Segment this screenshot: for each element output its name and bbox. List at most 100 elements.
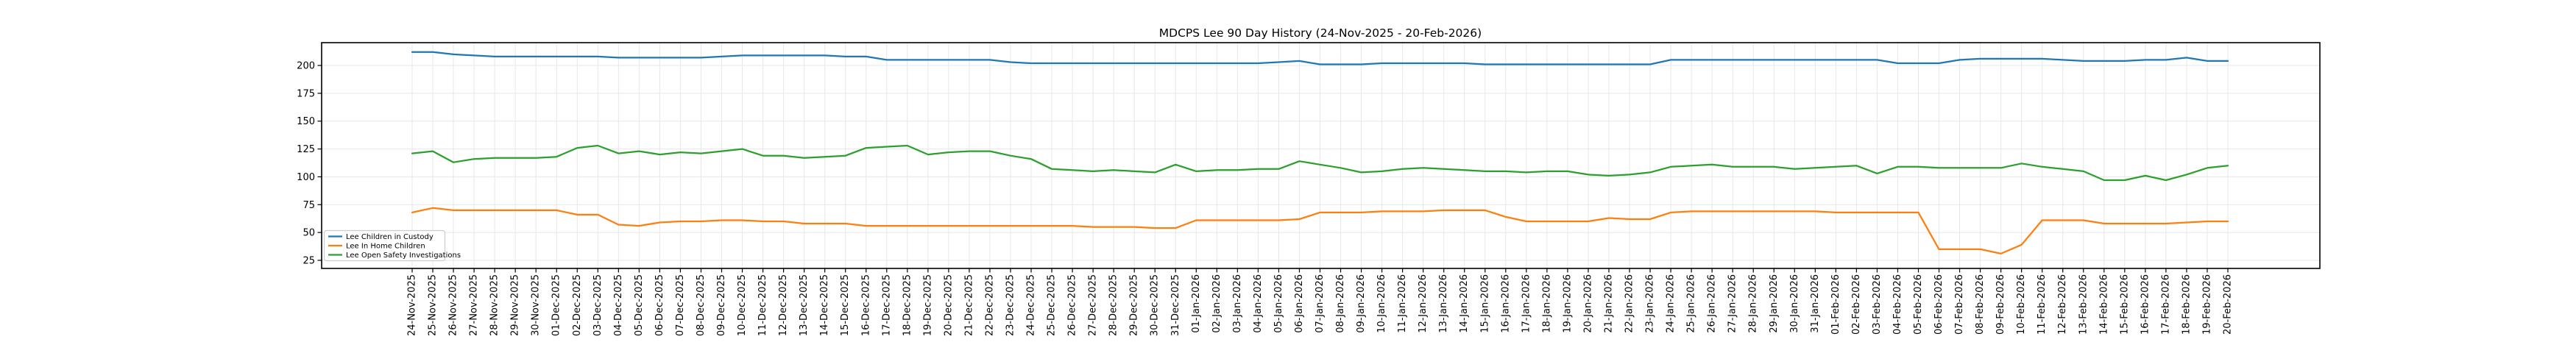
x-tick-label: 24-Nov-2025: [407, 274, 418, 336]
x-tick-label: 11-Jan-2026: [1397, 274, 1408, 333]
x-tick-label: 08-Feb-2026: [1975, 274, 1986, 335]
x-tick-label: 24-Dec-2025: [1026, 274, 1037, 336]
x-tick-label: 13-Jan-2026: [1438, 274, 1449, 333]
x-tick-label: 04-Feb-2026: [1892, 274, 1903, 335]
x-tick-label: 13-Dec-2025: [799, 274, 810, 336]
x-tick-label: 28-Jan-2026: [1748, 274, 1759, 333]
x-tick-label: 09-Feb-2026: [1995, 274, 2006, 335]
legend: Lee Children in Custody Lee In Home Chil…: [323, 229, 461, 262]
x-tick-label: 15-Jan-2026: [1479, 274, 1490, 333]
x-tick-label: 01-Feb-2026: [1830, 274, 1841, 335]
x-tick-label: 02-Feb-2026: [1851, 274, 1862, 335]
x-tick-label: 29-Nov-2025: [510, 274, 521, 336]
x-tick-label: 17-Jan-2026: [1521, 274, 1532, 333]
x-tick-label: 11-Dec-2025: [757, 274, 768, 336]
x-tick-label: 20-Dec-2025: [943, 274, 954, 336]
y-tick-label: 25: [302, 256, 315, 267]
x-tick-label: 31-Jan-2026: [1810, 274, 1821, 333]
y-tick-label: 125: [297, 144, 315, 155]
x-tick-label: 03-Dec-2025: [592, 274, 604, 336]
x-tick-label: 14-Jan-2026: [1459, 274, 1470, 333]
x-tick-label: 26-Nov-2025: [448, 274, 459, 336]
x-tick-label: 13-Feb-2026: [2078, 274, 2089, 335]
x-tick-label: 10-Feb-2026: [2016, 274, 2027, 335]
x-tick-label: 14-Feb-2026: [2098, 274, 2109, 335]
x-tick-label: 11-Feb-2026: [2037, 274, 2048, 335]
series-line-lee-children-in-custody: [411, 51, 2229, 65]
x-tick-label: 05-Feb-2026: [1913, 274, 1924, 335]
x-tick-label: 12-Jan-2026: [1418, 274, 1429, 333]
x-tick-label: 07-Dec-2025: [675, 274, 686, 336]
axes: 25 50 75 100 125 150 175 200 24-Nov-2025 25-Nov-2…: [297, 42, 2321, 336]
x-tick-label: 26-Dec-2025: [1067, 274, 1078, 336]
x-tick-label: 27-Jan-2026: [1727, 274, 1738, 333]
x-tick-label: 20-Jan-2026: [1582, 274, 1593, 333]
x-tick-label: 23-Dec-2025: [1005, 274, 1016, 336]
x-tick-label: 17-Feb-2026: [2160, 274, 2171, 335]
x-tick-label: 22-Jan-2026: [1624, 274, 1635, 333]
x-tick-label: 10-Dec-2025: [737, 274, 748, 336]
x-tick-label: 03-Jan-2026: [1232, 274, 1243, 333]
x-tick-label: 19-Jan-2026: [1562, 274, 1573, 333]
x-tick-label: 06-Feb-2026: [1933, 274, 1945, 335]
x-tick-label: 28-Dec-2025: [1108, 274, 1119, 336]
x-tick-label: 19-Dec-2025: [922, 274, 933, 336]
chart-title: MDCPS Lee 90 Day History (24-Nov-2025 - …: [1159, 26, 1482, 40]
x-tick-label: 12-Dec-2025: [778, 274, 789, 336]
series-line-lee-in-home-children: [411, 207, 2229, 255]
x-tick-label: 07-Jan-2026: [1314, 274, 1326, 333]
x-tick-label: 24-Jan-2026: [1666, 274, 1677, 333]
x-tick-label: 29-Dec-2025: [1129, 274, 1140, 336]
x-tick-label: 08-Jan-2026: [1335, 274, 1346, 333]
x-tick-label: 14-Dec-2025: [819, 274, 830, 336]
plot-border: [321, 42, 2321, 269]
x-tick-label: 05-Jan-2026: [1273, 274, 1284, 333]
x-tick-label: 30-Dec-2025: [1150, 274, 1161, 336]
x-tick-label: 25-Jan-2026: [1686, 274, 1697, 333]
x-tick-label: 16-Dec-2025: [860, 274, 871, 336]
y-tick-label: 175: [297, 88, 315, 99]
x-tick-label: 01-Dec-2025: [551, 274, 562, 336]
x-tick-label: 05-Dec-2025: [634, 274, 645, 336]
x-tick-label: 19-Feb-2026: [2201, 274, 2212, 335]
y-tick-label: 100: [297, 172, 315, 183]
x-tick-label: 23-Jan-2026: [1645, 274, 1656, 333]
y-tick-label: 75: [302, 200, 315, 211]
x-tick-label: 06-Jan-2026: [1294, 274, 1305, 333]
x-tick-label: 18-Jan-2026: [1541, 274, 1552, 333]
x-tick-label: 16-Jan-2026: [1500, 274, 1511, 333]
x-tick-label: 15-Feb-2026: [2119, 274, 2130, 335]
x-tick-label: 29-Jan-2026: [1769, 274, 1780, 333]
x-tick-label: 20-Feb-2026: [2223, 274, 2234, 335]
y-tick-label: 150: [297, 116, 315, 127]
x-tick-label: 08-Dec-2025: [696, 274, 707, 336]
x-tick-label: 03-Feb-2026: [1872, 274, 1883, 335]
x-tick-label: 09-Jan-2026: [1356, 274, 1367, 333]
x-tick-label: 06-Dec-2025: [654, 274, 665, 336]
x-tick-label: 07-Feb-2026: [1954, 274, 1965, 335]
legend-label-open-safety-investigations: Lee Open Safety Investigations: [346, 252, 461, 260]
x-tick-label: 27-Nov-2025: [469, 274, 480, 336]
x-tick-label: 12-Feb-2026: [2057, 274, 2068, 335]
x-tick-label: 26-Jan-2026: [1707, 274, 1718, 333]
legend-label-in-home-children: Lee In Home Children: [346, 243, 425, 251]
x-tick-label: 09-Dec-2025: [716, 274, 727, 336]
x-tick-label: 21-Dec-2025: [963, 274, 974, 336]
x-tick-label: 01-Jan-2026: [1191, 274, 1202, 333]
x-tick-label: 18-Dec-2025: [902, 274, 913, 336]
legend-label-children-in-custody: Lee Children in Custody: [346, 233, 434, 241]
x-tick-label: 18-Feb-2026: [2181, 274, 2192, 335]
x-tick-label: 27-Dec-2025: [1088, 274, 1099, 336]
x-tick-label: 25-Nov-2025: [428, 274, 439, 336]
legend-box: [323, 229, 446, 262]
series-line-lee-open-safety-investigations: [411, 144, 2229, 182]
x-tick-label: 30-Jan-2026: [1789, 274, 1800, 333]
x-tick-label: 04-Dec-2025: [613, 274, 624, 336]
x-tick-label: 30-Nov-2025: [531, 274, 542, 336]
x-tick-label: 04-Jan-2026: [1253, 274, 1264, 333]
series-lines: [411, 51, 2229, 255]
x-tick-label: 22-Dec-2025: [984, 274, 995, 336]
x-tick-label: 02-Jan-2026: [1211, 274, 1222, 333]
x-tick-label: 25-Dec-2025: [1047, 274, 1058, 336]
